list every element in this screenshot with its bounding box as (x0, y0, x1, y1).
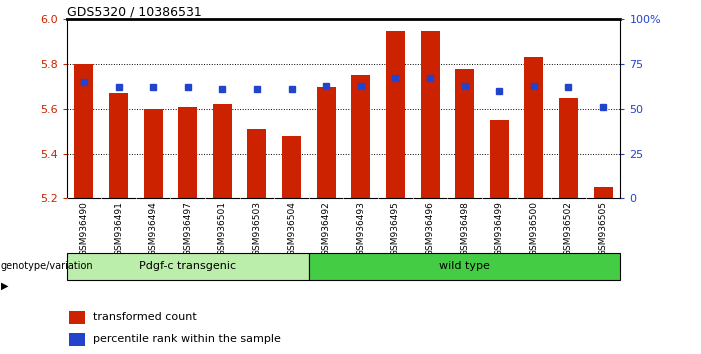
Text: transformed count: transformed count (93, 312, 197, 322)
Text: GSM936491: GSM936491 (114, 201, 123, 256)
Bar (455, 69, 474, 198)
Text: GSM936498: GSM936498 (460, 201, 469, 256)
Text: GDS5320 / 10386531: GDS5320 / 10386531 (67, 5, 201, 18)
Bar (213, 104, 232, 198)
Bar (67, 253, 309, 280)
Text: GSM936500: GSM936500 (529, 201, 538, 256)
Bar (524, 57, 543, 198)
Text: ▶: ▶ (1, 281, 8, 291)
Bar (282, 136, 301, 198)
Bar (69, 333, 85, 346)
Bar (109, 93, 128, 198)
Text: GSM936501: GSM936501 (218, 201, 227, 256)
Text: GSM936499: GSM936499 (495, 201, 504, 256)
Text: GSM936505: GSM936505 (599, 201, 608, 256)
Text: GSM936502: GSM936502 (564, 201, 573, 256)
Bar (351, 75, 370, 198)
Text: GSM936494: GSM936494 (149, 201, 158, 256)
Bar (317, 86, 336, 198)
Bar (247, 129, 266, 198)
Text: GSM936492: GSM936492 (322, 201, 331, 256)
Bar (386, 31, 405, 198)
Bar (74, 64, 93, 198)
Text: GSM936495: GSM936495 (391, 201, 400, 256)
Text: GSM936496: GSM936496 (426, 201, 435, 256)
Text: GSM936493: GSM936493 (356, 201, 365, 256)
Bar (490, 120, 509, 198)
Text: percentile rank within the sample: percentile rank within the sample (93, 335, 281, 344)
Bar (309, 253, 620, 280)
Text: GSM936490: GSM936490 (79, 201, 88, 256)
Text: wild type: wild type (440, 261, 490, 272)
Text: GSM936503: GSM936503 (252, 201, 261, 256)
Bar (69, 311, 85, 324)
Text: genotype/variation: genotype/variation (1, 261, 93, 272)
Bar (559, 98, 578, 198)
Bar (421, 31, 440, 198)
Bar (594, 187, 613, 198)
Bar (178, 107, 197, 198)
Text: Pdgf-c transgenic: Pdgf-c transgenic (139, 261, 236, 272)
Text: GSM936504: GSM936504 (287, 201, 296, 256)
Bar (144, 109, 163, 198)
Text: GSM936497: GSM936497 (183, 201, 192, 256)
